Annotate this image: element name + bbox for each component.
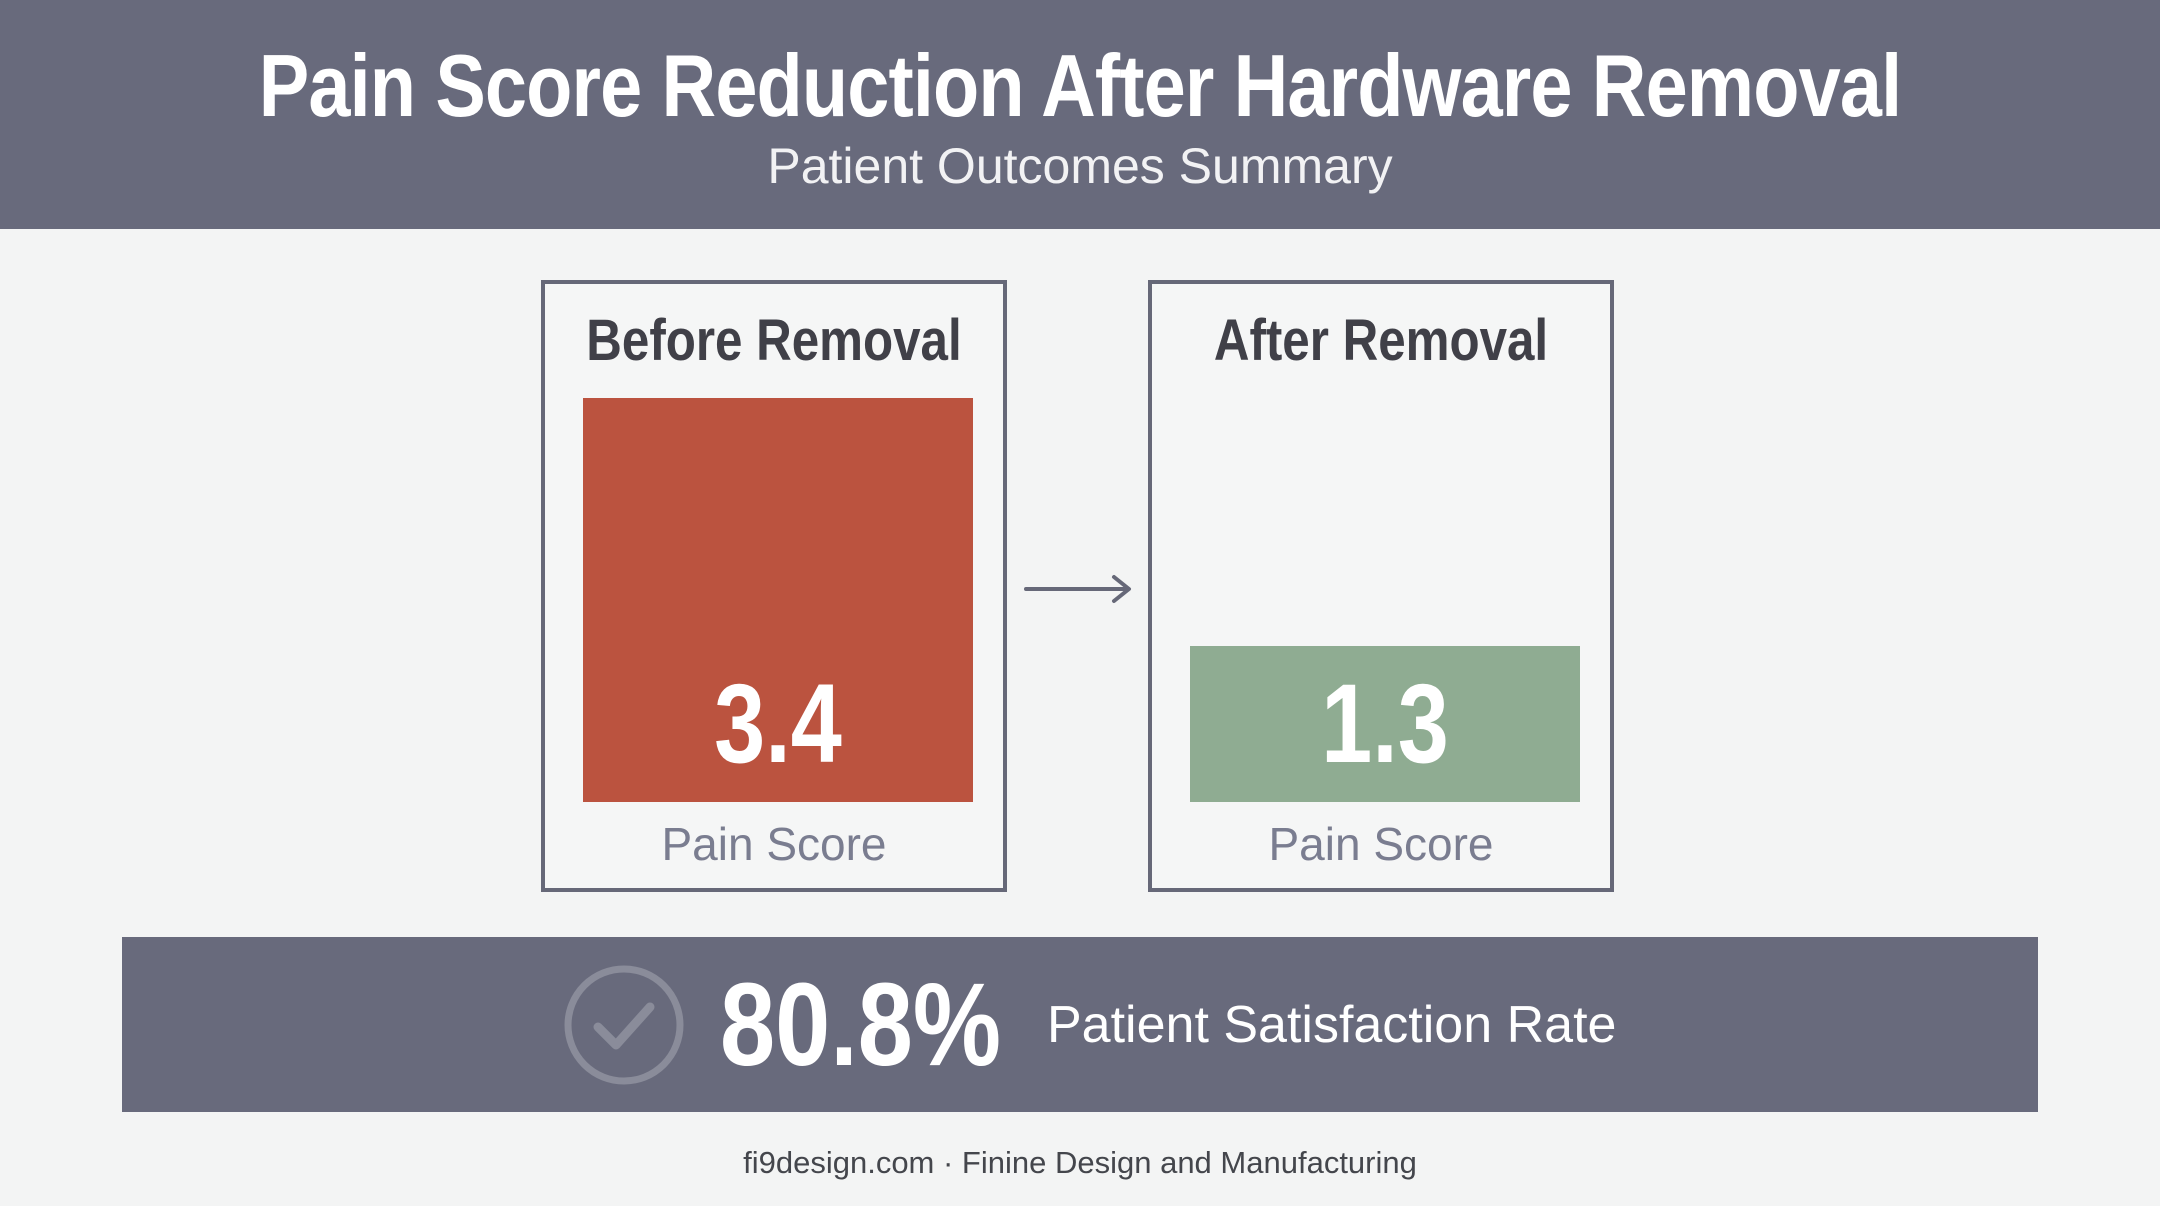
check-circle-icon <box>564 965 684 1085</box>
after-panel-title: After Removal <box>1213 308 1549 373</box>
before-bar-area: 3.4 <box>583 398 973 802</box>
before-bar-label: Pain Score <box>661 818 887 870</box>
satisfaction-summary-bar: 80.8% Patient Satisfaction Rate <box>122 937 2038 1112</box>
header-banner: Pain Score Reduction After Hardware Remo… <box>0 0 2160 229</box>
after-removal-panel: After Removal 1.3 Pain Score <box>1148 280 1614 892</box>
footer-credit: fi9design.com · Finine Design and Manufa… <box>743 1145 1417 1180</box>
after-bar: 1.3 <box>1190 646 1580 802</box>
page-subtitle: Patient Outcomes Summary <box>767 138 1393 194</box>
arrow-right-icon <box>1024 575 1131 603</box>
before-bar: 3.4 <box>583 398 973 802</box>
after-bar-value: 1.3 <box>1321 661 1449 786</box>
before-panel-title: Before Removal <box>586 308 962 373</box>
after-bar-label: Pain Score <box>1268 818 1494 870</box>
satisfaction-rate-value: 80.8% <box>720 959 1002 1091</box>
page-title: Pain Score Reduction After Hardware Remo… <box>258 36 1902 135</box>
satisfaction-rate-label: Patient Satisfaction Rate <box>1047 996 1617 1054</box>
before-removal-panel: Before Removal 3.4 Pain Score <box>541 280 1007 892</box>
before-bar-value: 3.4 <box>714 661 842 786</box>
after-bar-area: 1.3 <box>1190 398 1580 802</box>
